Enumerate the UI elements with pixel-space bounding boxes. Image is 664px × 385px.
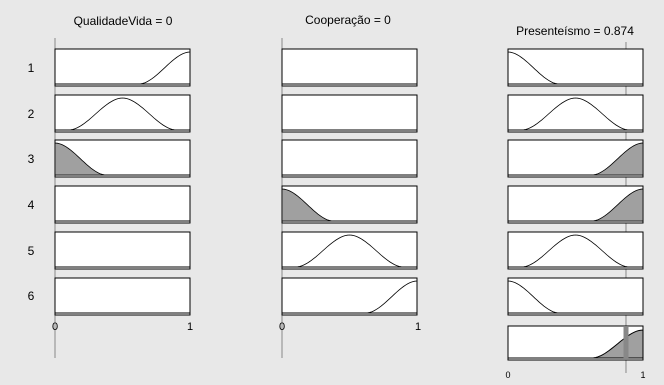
rule-6-qualidadevida-plot bbox=[54, 277, 191, 316]
input-title-qualidadevida: QualidadeVida = 0 bbox=[74, 14, 173, 28]
rule-5-cooperacao-mf bbox=[282, 234, 417, 268]
presenteismo-axis-min: 0 bbox=[505, 370, 510, 380]
rule-6-presenteismo-plot bbox=[507, 277, 644, 316]
rule-2-qualidadevida-plot bbox=[54, 94, 191, 133]
rule-2-qualidadevida-mf bbox=[55, 97, 190, 131]
rule-4-cooperacao-mf bbox=[281, 188, 417, 222]
rule-4-qualidadevida-plot bbox=[54, 185, 191, 224]
rule-6-presenteismo-mf bbox=[507, 280, 643, 314]
rule-numbers: 1 2 3 4 5 6 bbox=[28, 61, 35, 303]
rule-6-cooperacao-mf bbox=[282, 280, 418, 314]
cooperacao-axis-min: 0 bbox=[279, 321, 285, 333]
rule-5-presenteismo-plot bbox=[507, 231, 644, 270]
rule-number-2: 2 bbox=[28, 107, 35, 121]
rule-number-6: 6 bbox=[28, 289, 35, 303]
rule-6-cooperacao-plot bbox=[281, 277, 418, 316]
rule-1-presenteismo-plot bbox=[507, 48, 644, 87]
rule-number-5: 5 bbox=[28, 244, 35, 258]
defuzzified-value-marker bbox=[623, 327, 629, 359]
aggregate-output-plot bbox=[507, 325, 644, 361]
rule-number-4: 4 bbox=[28, 198, 35, 212]
rule-3-qualidadevida-mf bbox=[54, 142, 190, 176]
rule-number-1: 1 bbox=[28, 61, 35, 75]
output-title-presenteismo: Presenteísmo = 0.874 bbox=[516, 24, 634, 38]
rule-5-presenteismo-mf bbox=[508, 234, 643, 268]
rule-1-qualidadevida-plot bbox=[54, 48, 191, 87]
rule-5-qualidadevida-plot bbox=[54, 231, 191, 270]
rule-5-cooperacao-plot bbox=[281, 231, 418, 270]
rule-1-presenteismo-mf bbox=[507, 51, 643, 85]
rule-4-presenteismo-mf bbox=[508, 188, 644, 222]
rule-3-presenteismo-mf bbox=[508, 142, 644, 176]
qualidadevida-axis-max: 1 bbox=[187, 321, 193, 333]
rule-3-cooperacao-plot bbox=[281, 139, 418, 178]
presenteismo-axis-max: 1 bbox=[640, 370, 645, 380]
rule-2-cooperacao-plot bbox=[281, 94, 418, 133]
rule-2-presenteismo-plot bbox=[507, 94, 644, 133]
cooperacao-axis-max: 1 bbox=[415, 321, 421, 333]
rule-2-presenteismo-mf bbox=[508, 97, 643, 131]
rule-plots bbox=[54, 48, 644, 316]
rule-1-cooperacao-plot bbox=[281, 48, 418, 87]
rule-number-3: 3 bbox=[28, 152, 35, 166]
input-title-cooperacao: Cooperação = 0 bbox=[305, 13, 391, 27]
rule-1-qualidadevida-mf bbox=[55, 51, 191, 85]
qualidadevida-axis-min: 0 bbox=[52, 321, 58, 333]
